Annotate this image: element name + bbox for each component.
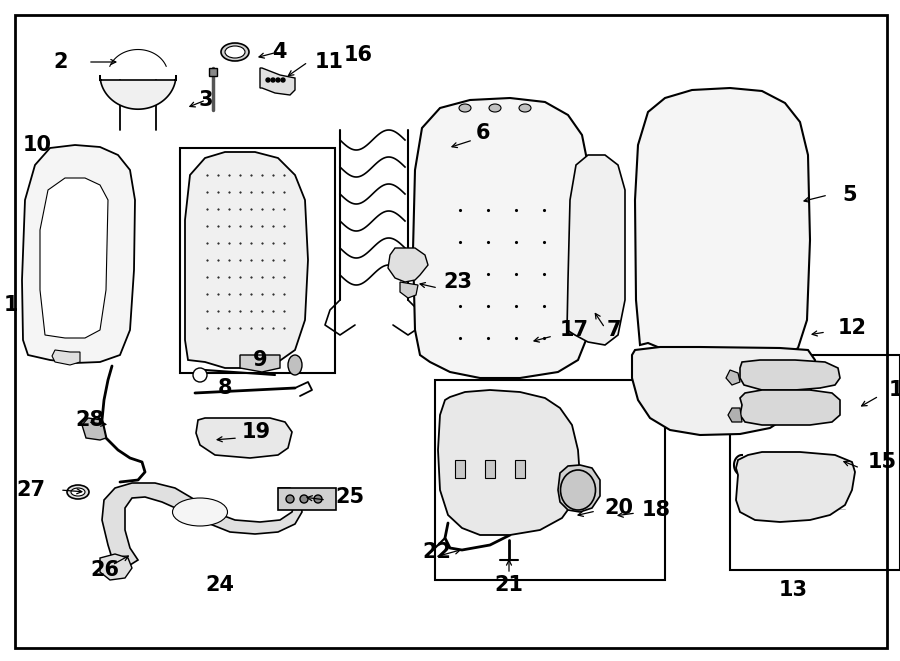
Polygon shape [736,452,855,522]
Polygon shape [635,88,810,366]
Circle shape [281,78,285,82]
Text: 4: 4 [273,42,287,62]
Circle shape [193,368,207,382]
Bar [435,380,665,580]
Text: 2: 2 [53,52,68,72]
Text: 8: 8 [218,378,232,398]
Text: 25: 25 [335,487,365,507]
Text: 12: 12 [838,318,867,338]
Ellipse shape [173,498,228,526]
Polygon shape [438,390,580,535]
Polygon shape [82,418,106,440]
Text: 15: 15 [868,452,897,472]
Polygon shape [400,282,418,298]
Polygon shape [100,75,176,109]
Ellipse shape [67,485,89,499]
Polygon shape [185,152,308,368]
Polygon shape [196,418,292,458]
Polygon shape [740,360,840,390]
Bar [180,148,335,373]
Circle shape [286,495,294,503]
Text: 27: 27 [16,480,45,500]
Polygon shape [240,355,280,372]
Text: 7: 7 [607,320,622,340]
Bar [485,460,495,478]
Ellipse shape [288,355,302,375]
Polygon shape [728,408,742,422]
Circle shape [300,495,308,503]
Polygon shape [100,554,132,580]
Text: 3: 3 [199,90,213,110]
Polygon shape [52,350,80,365]
Polygon shape [632,347,815,435]
Text: 1: 1 [4,295,18,315]
Circle shape [276,78,280,82]
Polygon shape [740,390,840,425]
Text: 9: 9 [253,350,267,370]
Polygon shape [558,465,600,512]
Text: 17: 17 [560,320,589,340]
Text: 14: 14 [889,380,900,400]
Bar [455,460,465,478]
Text: 11: 11 [315,52,344,72]
Polygon shape [40,178,108,338]
Circle shape [314,495,322,503]
Circle shape [266,78,270,82]
Text: 6: 6 [476,123,491,143]
Polygon shape [413,98,592,378]
Ellipse shape [561,470,596,510]
Text: 19: 19 [242,422,271,442]
Polygon shape [567,155,625,345]
Bar [278,488,336,510]
Polygon shape [260,68,295,95]
Text: 23: 23 [443,272,472,292]
Text: 24: 24 [205,575,235,595]
Text: 20: 20 [604,498,633,518]
Text: 10: 10 [23,135,52,155]
Text: 5: 5 [842,185,857,205]
Text: 22: 22 [422,542,452,562]
Polygon shape [102,483,302,565]
Ellipse shape [221,43,249,61]
Polygon shape [388,248,428,282]
Ellipse shape [459,104,471,112]
Polygon shape [22,145,135,363]
Bar [515,460,525,478]
Ellipse shape [489,104,501,112]
Bar [730,355,900,570]
Polygon shape [726,370,740,385]
Ellipse shape [519,104,531,112]
Text: 28: 28 [75,410,104,430]
Ellipse shape [225,46,245,58]
Ellipse shape [71,488,85,496]
Text: 18: 18 [642,500,671,520]
Bar [209,68,217,76]
Text: 21: 21 [494,575,524,595]
Text: 16: 16 [344,45,373,65]
Circle shape [271,78,275,82]
Text: 26: 26 [91,560,120,580]
Text: 13: 13 [778,580,807,600]
